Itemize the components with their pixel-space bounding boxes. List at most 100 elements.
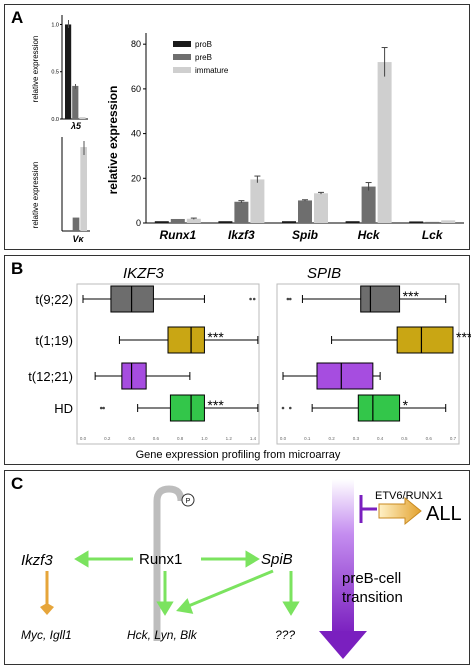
- main-category-label: Spib: [292, 228, 318, 242]
- spib-box: [396, 326, 454, 354]
- main-bar-ikzf3-proB: [218, 221, 233, 223]
- green-arrows: [74, 550, 300, 616]
- main-category-label: Hck: [358, 228, 381, 242]
- ikzf3-outlier: [102, 406, 105, 410]
- ikzf3-xtick-label: 0.6: [153, 436, 160, 441]
- panel-a-letter: A: [11, 8, 23, 27]
- phospho-icon: [181, 493, 195, 507]
- vkappa-xlabel: Vκ: [72, 234, 84, 244]
- spib-xtick-label: 0.1: [304, 436, 311, 441]
- row-label: t(12;21): [28, 369, 73, 384]
- arrowhead-myc: [40, 603, 54, 615]
- ikzf3-xtick-label: 1.4: [250, 436, 257, 441]
- spib-significance: *: [403, 397, 409, 413]
- main-bar-lck-preB: [425, 221, 440, 223]
- arrowhead-ikzf3: [74, 550, 89, 568]
- unknown-targets: ???: [275, 628, 295, 642]
- legend-label-immature: immature: [195, 66, 229, 75]
- runx1-node: Runx1: [139, 551, 182, 568]
- ikzf3-outlier: [252, 297, 256, 301]
- all-label: ALL: [426, 503, 462, 525]
- spib-outlier: [288, 297, 292, 301]
- box-row-labels: t(9;22) t(1;19) t(12;21) HD: [28, 292, 73, 416]
- vkappa-bar-preB: [72, 217, 80, 231]
- transition-label-2: transition: [342, 589, 403, 606]
- spib-outlier: [286, 297, 290, 301]
- spib-box: [360, 285, 401, 313]
- etv6-runx1-label: ETV6/RUNX1: [375, 490, 443, 502]
- arrow-spib-to-hck: [185, 569, 274, 609]
- row-label: t(9;22): [35, 292, 73, 307]
- lambda5-bar-proB: [65, 24, 72, 120]
- panel-b: B IKZF3 SPIB t(9;22) t(1;19) t(12;21) HD **…: [4, 255, 473, 465]
- spib-box: [357, 394, 401, 422]
- main-ytick-label: 60: [131, 84, 141, 94]
- ikzf3-box: [167, 326, 205, 354]
- legend-swatch-preB: [173, 54, 191, 60]
- spib-boxplot: *******0.0 0.1 0.2 0.3 0.4 0.5 0.6 0.7: [280, 285, 473, 441]
- row-label: t(1;19): [35, 333, 73, 348]
- main-bar-hck-immature: [377, 62, 392, 223]
- panel-a: A relative expression λ5 0.0 0.5 1.0 relat…: [4, 4, 470, 250]
- lambda5-chart: relative expression λ5 0.0 0.5 1.0: [31, 15, 88, 131]
- transition-label-1: preB-cell: [342, 570, 401, 587]
- ikzf3-xtick-label: 0.8: [177, 436, 184, 441]
- main-ytick-label: 20: [131, 173, 141, 183]
- hck-lyn-blk-targets: Hck, Lyn, Blk: [127, 628, 198, 642]
- arrowhead-unknown: [282, 601, 300, 616]
- legend-swatch-immature: [173, 67, 191, 73]
- spib-xtick-label: 0.2: [328, 436, 335, 441]
- main-bar-runx1-preB: [170, 218, 185, 223]
- spib-box: [316, 362, 374, 390]
- ikzf3-boxplot: *** *** 0.0 0.2 0.4 0.6 0.8 1.0 1.2 1.4: [80, 285, 259, 441]
- vkappa-chart: relative expression Vκ: [31, 137, 90, 244]
- main-legend: proB preB immature: [173, 40, 229, 75]
- main-bar-spib-immature: [314, 193, 328, 223]
- vkappa-bar-immature: [80, 147, 87, 231]
- arrowhead-hck: [156, 601, 174, 616]
- panel-b-canvas: B IKZF3 SPIB t(9;22)t(1;19)t(12;21)HD **…: [11, 259, 473, 461]
- spib-plot-frame: [276, 283, 460, 445]
- ikzf3-xtick-label: 1.2: [226, 436, 233, 441]
- ikzf3-xtick-label: 1.0: [201, 436, 208, 441]
- ikzf3-box-title: IKZF3: [123, 265, 164, 282]
- spib-xtick-label: 0.6: [426, 436, 433, 441]
- main-ytick-label: 0: [136, 218, 141, 228]
- myc-igll1-targets: Myc, Igll1: [21, 628, 72, 642]
- ikzf3-node: Ikzf3: [21, 552, 53, 569]
- lambda5-ylabel: relative expression: [31, 36, 40, 103]
- spib-xtick-label: 0.7: [450, 436, 457, 441]
- spib-xtick-label: 0.5: [401, 436, 408, 441]
- lambda5-bar-immature: [79, 117, 86, 119]
- panel-a-canvas: A relative expression λ5 0.0 0.5 1.0 relat…: [11, 8, 464, 244]
- ikzf3-xtick-label: 0.2: [104, 436, 111, 441]
- lambda5-ytick-label: 0.0: [51, 117, 59, 123]
- arrowhead-spib-hck: [176, 598, 194, 614]
- spib-node: SpiB: [261, 551, 293, 568]
- main-bar-chart: relative expression proB preB immature 0 20…: [106, 33, 464, 242]
- spib-xtick-label: 0.3: [353, 436, 360, 441]
- ikzf3-outlier: [99, 406, 103, 410]
- panel-b-xlabel: Gene expression profiling from microarra…: [136, 449, 341, 461]
- runx1-self-loop-arrow: [153, 485, 185, 567]
- ikzf3-box: [169, 394, 205, 422]
- etv6-to-all-arrow: [378, 496, 422, 526]
- main-bar-runx1-proB: [154, 221, 169, 223]
- lambda5-ytick-label: 1.0: [51, 22, 59, 28]
- lambda5-bar-preB: [72, 85, 79, 119]
- ikzf3-outlier: [249, 297, 252, 301]
- spib-xtick-label: 0.4: [377, 436, 384, 441]
- vkappa-ylabel: relative expression: [31, 162, 40, 229]
- main-category-label: Runx1: [159, 228, 196, 242]
- phospho-label: P: [186, 498, 191, 505]
- main-ytick-label: 80: [131, 39, 141, 49]
- main-ytick-label: 40: [131, 129, 141, 139]
- main-bar-spib-proB: [282, 221, 296, 223]
- spib-significance: ***: [403, 288, 420, 304]
- panel-b-letter: B: [11, 259, 23, 278]
- main-bar-hck-proB: [345, 221, 360, 223]
- lambda5-ytick-label: 0.5: [51, 70, 59, 76]
- main-bar-lck-proB: [409, 221, 424, 223]
- main-bar-spib-preB: [298, 200, 312, 223]
- ikzf3-xtick-label: 0.4: [128, 436, 135, 441]
